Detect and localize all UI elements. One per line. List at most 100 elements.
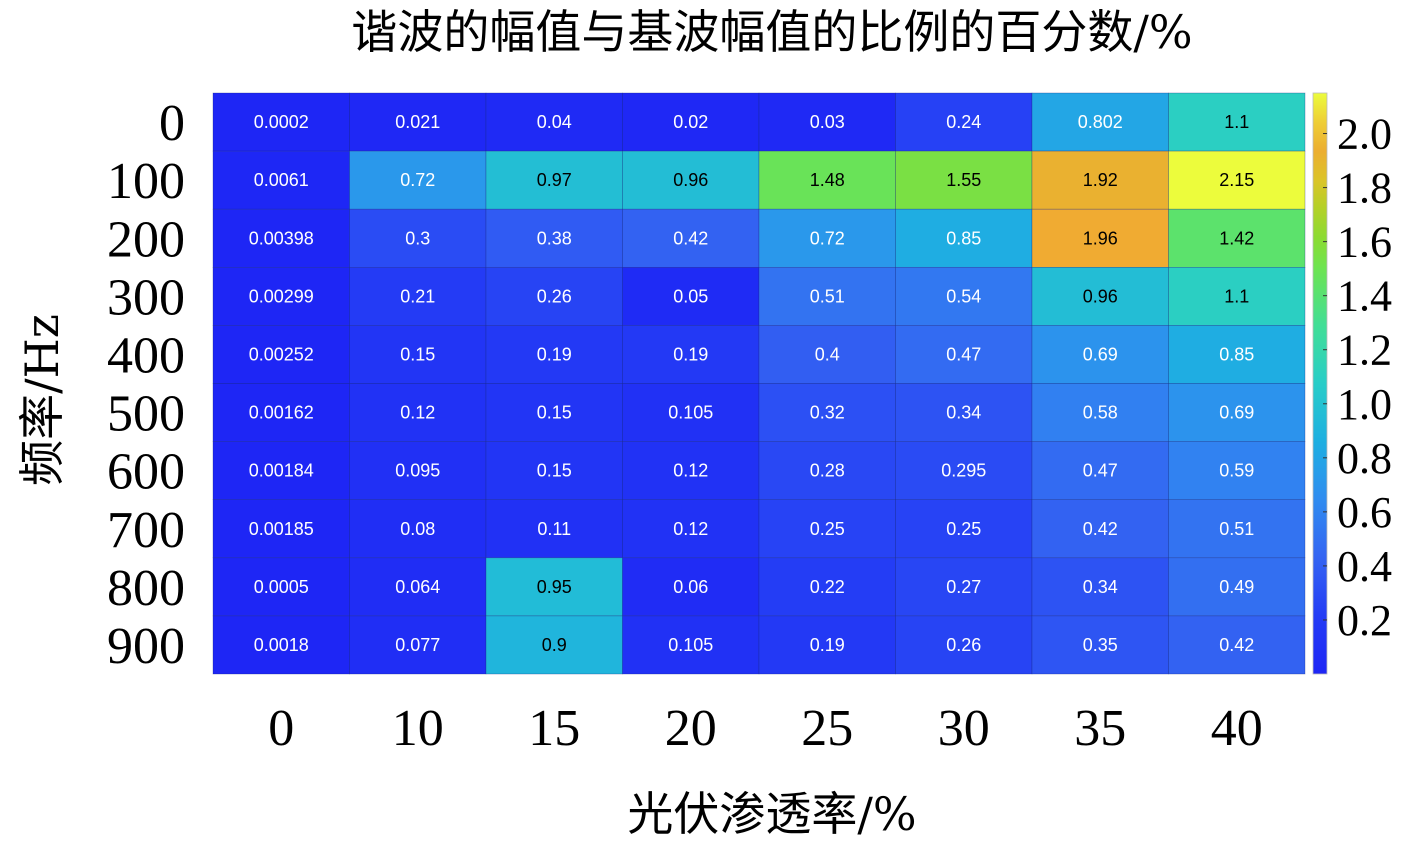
heatmap-cell <box>895 615 1033 675</box>
y-axis-label: 频率/Hz <box>15 314 69 486</box>
heatmap-cell <box>1168 557 1306 617</box>
heatmap-cell <box>1168 325 1306 384</box>
y-tick-label: 100 <box>107 153 185 210</box>
heatmap-cell <box>349 557 487 617</box>
heatmap-cell-label: 0.05 <box>673 286 708 306</box>
heatmap-cell-label: 0.35 <box>1083 635 1118 655</box>
heatmap-cell-label: 1.92 <box>1083 170 1118 190</box>
heatmap-cell-label: 0.12 <box>673 519 708 539</box>
x-axis-ticks: 0 10 15 20 25 30 35 40 <box>268 700 1263 757</box>
heatmap-cell-label: 0.095 <box>395 461 440 481</box>
heatmap-cell <box>1031 441 1169 501</box>
heatmap-cell <box>1031 557 1169 617</box>
colorbar-tick-label: 0.6 <box>1337 488 1392 537</box>
heatmap-cell-label: 0.15 <box>400 344 435 364</box>
heatmap-cell <box>895 92 1033 152</box>
heatmap-cell-label: 0.00299 <box>249 286 314 306</box>
x-tick-label: 0 <box>268 700 294 757</box>
heatmap-cell <box>895 557 1033 617</box>
colorbar-tick-label: 1.8 <box>1337 164 1392 213</box>
heatmap-cell-label: 0.47 <box>946 344 981 364</box>
heatmap-cell-label: 0.22 <box>810 577 845 597</box>
heatmap-cell <box>212 499 350 559</box>
heatmap-cell <box>758 383 896 442</box>
heatmap-cell-label: 0.85 <box>1219 344 1254 364</box>
heatmap-cell <box>758 441 896 501</box>
heatmap-cell-label: 0.97 <box>537 170 572 190</box>
heatmap-cell-label: 0.59 <box>1219 461 1254 481</box>
heatmap-cell-label: 0.38 <box>537 228 572 248</box>
heatmap-cell-label: 0.51 <box>810 286 845 306</box>
heatmap-cell <box>1168 208 1306 268</box>
heatmap-cell-label: 0.15 <box>537 403 572 423</box>
heatmap-cell <box>349 150 487 210</box>
heatmap-cell <box>1031 615 1169 675</box>
heatmap-cell <box>758 557 896 617</box>
heatmap-cell-label: 0.25 <box>946 519 981 539</box>
heatmap-cell <box>1031 208 1169 268</box>
heatmap-cell-label: 0.72 <box>810 228 845 248</box>
heatmap-cell <box>485 266 623 326</box>
y-tick-label: 0 <box>159 95 185 152</box>
heatmap-cell <box>758 325 896 384</box>
heatmap-cell-label: 0.064 <box>395 577 440 597</box>
colorbar-tick-label: 1.4 <box>1337 272 1392 321</box>
heatmap-cell-label: 0.85 <box>946 228 981 248</box>
heatmap-cell <box>895 383 1033 442</box>
heatmap-cell <box>622 150 760 210</box>
heatmap-cell <box>758 499 896 559</box>
heatmap-cell-label: 0.34 <box>1083 577 1118 597</box>
heatmap-cell <box>485 499 623 559</box>
heatmap-cell-label: 0.95 <box>537 577 572 597</box>
heatmap-cell-label: 0.58 <box>1083 403 1118 423</box>
heatmap-cell <box>622 557 760 617</box>
colorbar-tick-label: 1.2 <box>1337 326 1392 375</box>
heatmap-cell-label: 0.3 <box>405 228 430 248</box>
heatmap-cell <box>622 615 760 675</box>
heatmap-cell-label: 1.1 <box>1224 286 1249 306</box>
heatmap-cell-label: 0.00184 <box>249 461 314 481</box>
heatmap-cell <box>895 499 1033 559</box>
heatmap-cell-label: 2.15 <box>1219 170 1254 190</box>
heatmap-cell-label: 0.06 <box>673 577 708 597</box>
heatmap-cell <box>349 615 487 675</box>
chart-title: 谐波的幅值与基波幅值的比例的百分数/% <box>351 5 1192 59</box>
heatmap-cell-label: 0.96 <box>673 170 708 190</box>
heatmap-cell-label: 0.34 <box>946 403 981 423</box>
heatmap-cell <box>349 208 487 268</box>
heatmap-cell <box>485 208 623 268</box>
heatmap-cell <box>212 208 350 268</box>
heatmap-cell-label: 0.105 <box>668 403 713 423</box>
heatmap-cell-label: 0.12 <box>673 461 708 481</box>
heatmap-cell <box>895 208 1033 268</box>
heatmap-cell-label: 0.32 <box>810 403 845 423</box>
heatmap-cell <box>622 92 760 152</box>
heatmap-cell-label: 0.42 <box>1083 519 1118 539</box>
heatmap-cell <box>895 325 1033 384</box>
heatmap-cell-label: 0.42 <box>673 228 708 248</box>
heatmap-cell <box>1031 150 1169 210</box>
heatmap-cell-label: 0.51 <box>1219 519 1254 539</box>
heatmap-cell-label: 0.0002 <box>254 112 309 132</box>
heatmap-cell <box>349 325 487 384</box>
colorbar-gradient <box>1312 92 1328 675</box>
heatmap-cell <box>758 208 896 268</box>
heatmap-cell <box>895 150 1033 210</box>
x-axis-label: 光伏渗透率/% <box>627 787 916 841</box>
heatmap-cell-label: 0.802 <box>1078 112 1123 132</box>
heatmap-cell-label: 0.02 <box>673 112 708 132</box>
heatmap-cell-label: 1.1 <box>1224 112 1249 132</box>
heatmap-cell-label: 0.69 <box>1083 344 1118 364</box>
colorbar-tick-label: 0.4 <box>1337 542 1392 591</box>
colorbar: 0.2 0.4 0.6 0.8 1.0 1.2 1.4 1.6 1.8 2.0 <box>1312 92 1392 675</box>
heatmap-cell-label: 1.96 <box>1083 228 1118 248</box>
heatmap-cell <box>212 615 350 675</box>
y-tick-label: 700 <box>107 502 185 559</box>
heatmap-cell-label: 0.4 <box>815 344 840 364</box>
heatmap-cell <box>758 150 896 210</box>
heatmap-cell <box>758 92 896 152</box>
heatmap-cell <box>1031 266 1169 326</box>
heatmap-cell-label: 0.96 <box>1083 286 1118 306</box>
